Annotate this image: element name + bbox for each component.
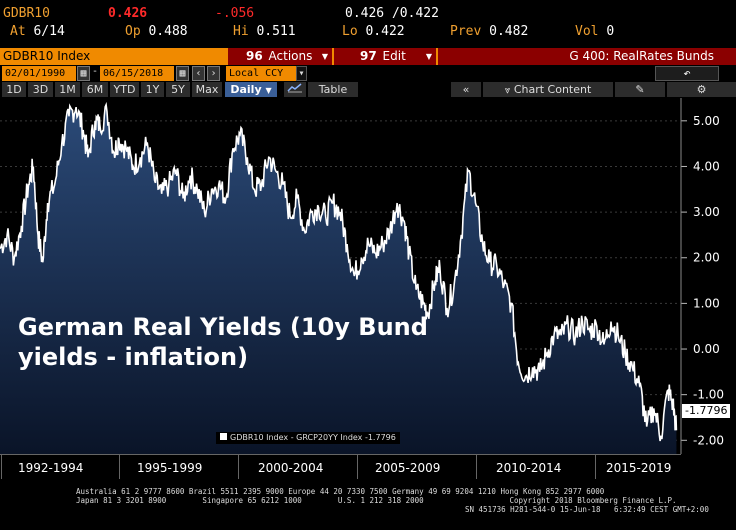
x-tick [238, 455, 239, 479]
settings-gear-icon[interactable]: ⚙ [667, 82, 736, 97]
collapse-icon[interactable]: « [451, 82, 481, 97]
footer-contacts-2: Japan 81 3 3201 8900 Singapore 65 6212 1… [76, 496, 677, 505]
x-tick [476, 455, 477, 479]
y-tick-label: -2.00 [693, 433, 724, 447]
footer-contacts-1: Australia 61 2 9777 8600 Brazil 5511 239… [76, 487, 605, 496]
high-label: Hi [233, 24, 249, 39]
range-button-6m[interactable]: 6M [82, 82, 108, 97]
bid-ask: 0.426 /0.422 [345, 6, 439, 21]
high-value: 0.511 [256, 24, 296, 39]
actions-menu[interactable]: 96 Actions ▼ [228, 48, 332, 65]
actions-caret-icon: ▼ [321, 52, 328, 61]
x-tick-label: 2005-2009 [375, 461, 441, 475]
range-button-5y[interactable]: 5Y [166, 82, 190, 97]
ticker: GDBR10 [3, 6, 50, 21]
volume-label: Vol [575, 24, 599, 39]
range-button-3d[interactable]: 3D [28, 82, 53, 97]
prev-field: Prev 0.482 [450, 24, 528, 40]
volume-value: 0 [606, 24, 615, 39]
actions-number: 96 [246, 49, 263, 63]
high-field: Hi 0.511 [233, 24, 296, 40]
prev-label: Prev [450, 24, 482, 39]
last-value-tag: -1.7796 [682, 404, 731, 418]
legend-text: GDBR10 Index - GRCP20YY Index -1.7796 [230, 433, 396, 442]
x-axis-line [0, 454, 681, 455]
low-field: Lo 0.422 [342, 24, 405, 40]
chart-content-label: Chart Content [513, 83, 592, 96]
edit-menu[interactable]: 97 Edit ▼ [334, 48, 436, 65]
price-change: -.056 [215, 6, 255, 21]
start-calendar-icon[interactable]: ▦ [77, 66, 90, 81]
x-tick [119, 455, 120, 479]
frequency-label: Daily [230, 83, 262, 96]
y-tick-label: 2.00 [693, 251, 720, 265]
at-label: At [10, 24, 26, 39]
legend: GDBR10 Index - GRCP20YY Index -1.7796 [216, 432, 400, 444]
end-date-field[interactable]: 06/15/2018 [100, 66, 174, 81]
prev-value: 0.482 [489, 24, 529, 39]
x-tick-label: 1992-1994 [18, 461, 84, 475]
y-tick-label: 4.00 [693, 159, 720, 173]
edit-number: 97 [360, 49, 377, 63]
prev-period-icon[interactable]: ‹ [192, 66, 205, 81]
start-date-field[interactable]: 02/01/1990 [2, 66, 76, 81]
open-field: Op 0.488 [125, 24, 188, 40]
y-tick-label: 5.00 [693, 114, 720, 128]
frequency-select[interactable]: Daily ▼ [225, 82, 277, 97]
x-tick [1, 455, 2, 479]
last-price: 0.426 [108, 6, 148, 21]
open-value: 0.488 [148, 24, 188, 39]
security-name[interactable]: GDBR10 Index [3, 49, 91, 63]
end-calendar-icon[interactable]: ▦ [176, 66, 189, 81]
low-label: Lo [342, 24, 358, 39]
actions-label: Actions [268, 49, 313, 63]
range-button-1y[interactable]: 1Y [141, 82, 164, 97]
at-field: At 6/14 [10, 24, 65, 40]
x-tick-label: 2010-2014 [496, 461, 562, 475]
range-button-max[interactable]: Max [192, 82, 222, 97]
currency-select[interactable]: Local CCY [226, 66, 296, 81]
page-title[interactable]: G 400: RealRates Bunds [438, 48, 736, 65]
legend-swatch [220, 433, 227, 440]
line-chart-icon[interactable] [284, 82, 306, 97]
series-line [0, 101, 678, 442]
x-tick [595, 455, 596, 479]
range-button-1m[interactable]: 1M [55, 82, 80, 97]
table-button[interactable]: Table [308, 82, 358, 97]
chart-title: German Real Yields (10y Bund yields - in… [18, 313, 428, 371]
volume-field: Vol 0 [575, 24, 614, 40]
y-tick-label: 3.00 [693, 205, 720, 219]
footer-session: SN 451736 H281-544-0 15-Jun-18 6:32:49 C… [465, 505, 709, 514]
series-area [0, 104, 677, 454]
y-tick-label: 0.00 [693, 342, 720, 356]
low-value: 0.422 [365, 24, 405, 39]
next-period-icon[interactable]: › [207, 66, 220, 81]
range-button-1d[interactable]: 1D [2, 82, 26, 97]
annotate-icon[interactable]: ✎ [615, 82, 665, 97]
currency-caret-icon[interactable]: ▾ [296, 66, 307, 81]
chart-content-icon: ⩔ [504, 85, 511, 96]
x-tick-label: 1995-1999 [137, 461, 203, 475]
at-value: 6/14 [33, 24, 65, 39]
real-yield-chart: 5.00 4.00 3.00 2.00 1.00 0.00 -1.00 -2.00 [0, 98, 724, 454]
chart-content-button[interactable]: ⩔ Chart Content [483, 82, 613, 97]
edit-caret-icon: ▼ [425, 52, 432, 61]
undo-icon[interactable]: ↶ [655, 66, 719, 81]
edit-label: Edit [382, 49, 406, 63]
y-tick-label: 1.00 [693, 296, 720, 310]
open-label: Op [125, 24, 141, 39]
y-tick-label: -1.00 [693, 388, 724, 402]
x-tick-label: 2015-2019 [606, 461, 672, 475]
page-title-text: G 400: RealRates Bunds [569, 49, 714, 63]
x-tick [357, 455, 358, 479]
range-button-ytd[interactable]: YTD [110, 82, 139, 97]
x-tick-label: 2000-2004 [258, 461, 324, 475]
